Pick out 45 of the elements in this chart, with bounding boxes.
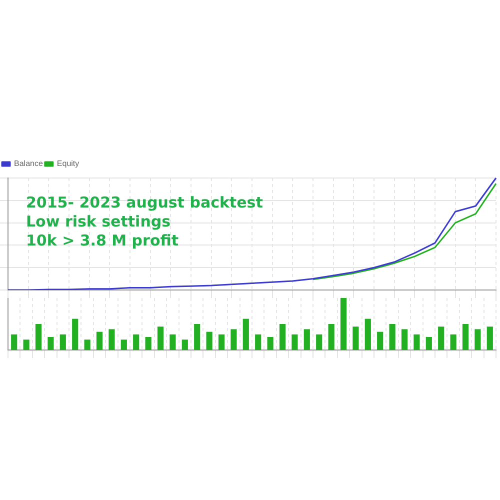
- bar: [145, 337, 152, 350]
- annotation: 10k > 3.8 M profit: [26, 231, 179, 250]
- bar: [157, 326, 164, 350]
- bar: [401, 329, 408, 350]
- bar: [206, 332, 212, 350]
- bar: [194, 324, 200, 350]
- bar: [35, 324, 42, 350]
- annotation: Low risk settings: [26, 212, 171, 230]
- bar: [84, 340, 90, 350]
- bar: [364, 318, 371, 350]
- legend-label: Balance: [14, 159, 44, 168]
- bar: [60, 334, 66, 350]
- bar: [108, 329, 115, 350]
- bar: [230, 329, 237, 350]
- bar: [340, 298, 347, 350]
- bar: [120, 340, 127, 350]
- bar: [426, 337, 432, 350]
- bar: [316, 334, 322, 350]
- bar: [279, 324, 286, 350]
- bar: [450, 334, 456, 350]
- bar: [11, 334, 18, 350]
- bar: [414, 334, 420, 350]
- bar: [389, 324, 396, 350]
- bar: [462, 324, 469, 350]
- bar: [438, 326, 444, 350]
- bar: [23, 340, 30, 350]
- bar: [474, 329, 481, 350]
- bar: [242, 318, 249, 350]
- legend-label: Equity: [56, 159, 80, 168]
- bar: [486, 326, 493, 350]
- bar: [377, 332, 384, 350]
- bar: [267, 337, 274, 350]
- bar: [352, 326, 359, 350]
- bar: [170, 334, 176, 350]
- bar: [218, 334, 225, 350]
- bar: [96, 332, 103, 350]
- annotation: 2015- 2023 august backtest: [26, 193, 263, 212]
- bar: [255, 334, 262, 350]
- bar: [182, 340, 188, 350]
- bar: [328, 324, 334, 350]
- bar: [48, 337, 54, 350]
- bar: [72, 318, 78, 350]
- bar: [292, 334, 298, 350]
- bar: [304, 329, 310, 350]
- bar: [133, 334, 140, 350]
